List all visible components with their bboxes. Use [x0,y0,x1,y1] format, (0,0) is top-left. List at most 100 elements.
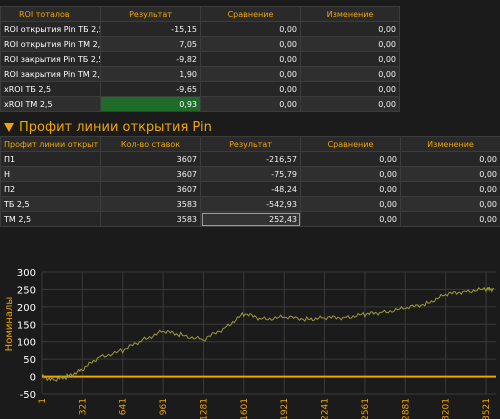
section-header[interactable]: Профит линии открытия Pin [4,119,212,135]
table-row[interactable]: Н 3607 -75,79 0,00 0,00 [0,166,500,182]
y-axis-ticks: -50 0 50 100 150 200 250 300 [17,268,36,401]
table-row[interactable]: ТМ 2,5 3583 252,43 0,00 0,00 [0,211,500,227]
collapse-triangle-icon[interactable] [4,122,14,132]
row-change: 0,00 [300,81,400,97]
row-result: 7,05 [100,36,201,52]
row-label: ROI открытия Pin ТБ 2,5 [0,21,101,37]
row-result-highlighted: 0,93 [100,96,201,112]
table-row[interactable]: П1 3607 -216,57 0,00 0,00 [0,151,500,167]
row-compare: 0,00 [300,196,401,212]
row-result-selected: 252,43 [200,211,301,227]
balance-line-chart: -50 0 50 100 150 200 250 300 1 321 641 961 1281 1601… [0,262,500,419]
row-compare: 0,00 [200,51,301,67]
profit-header-change[interactable]: Изменение [400,136,500,152]
y-axis-label: Номиналы [4,297,15,352]
row-result: -9,65 [100,81,201,97]
row-compare: 0,00 [300,211,401,227]
row-bets: 3607 [100,181,201,197]
x-tick-label: 1281 [199,398,209,419]
row-change: 0,00 [300,36,400,52]
row-label: П2 [0,181,101,197]
x-tick-label: 2881 [401,398,411,419]
table-row[interactable]: П2 3607 -48,24 0,00 0,00 [0,181,500,197]
row-change: 0,00 [300,96,400,112]
roi-header-result[interactable]: Результат [100,6,201,22]
row-label: ROI закрытия Pin ТМ 2,5 [0,66,101,82]
y-tick-label: 250 [17,285,36,296]
row-label: ROI закрытия Pin ТБ 2,5 [0,51,101,67]
table-row[interactable]: ROI закрытия Pin ТБ 2,5 -9,82 0,00 0,00 [0,51,400,67]
row-result: -9,82 [100,51,201,67]
row-bets: 3583 [100,196,201,212]
row-change: 0,00 [400,211,500,227]
x-tick-label: 641 [119,398,129,415]
row-label: Н [0,166,101,182]
series-line [41,286,495,382]
row-compare: 0,00 [300,151,401,167]
y-tick-label: 200 [17,303,36,314]
x-tick-label: 3521 [482,398,492,419]
table-row[interactable]: ROI закрытия Pin ТМ 2,5 1,90 0,00 0,00 [0,66,400,82]
roi-header-label[interactable]: ROI тоталов [0,6,101,22]
row-label: xROI ТМ 2,5 [0,96,101,112]
roi-table-header: ROI тоталов Результат Сравнение Изменени… [0,6,400,22]
table-row[interactable]: xROI ТМ 2,5 0,93 0,00 0,00 [0,96,400,112]
row-result: 1,90 [100,66,201,82]
row-compare: 0,00 [300,181,401,197]
row-result: -75,79 [200,166,301,182]
profit-header-compare[interactable]: Сравнение [300,136,401,152]
row-bets: 3607 [100,151,201,167]
profit-header-result[interactable]: Результат [200,136,301,152]
row-result: -15,15 [100,21,201,37]
chart-grid [41,271,496,395]
row-label: ТМ 2,5 [0,211,101,227]
x-tick-label: 1601 [240,398,250,419]
row-change: 0,00 [300,51,400,67]
x-tick-label: 3201 [442,398,452,419]
row-compare: 0,00 [200,36,301,52]
x-tick-label: 1 [38,398,48,404]
table-row[interactable]: ROI открытия Pin ТБ 2,5 -15,15 0,00 0,00 [0,21,400,37]
row-label: xROI ТБ 2,5 [0,81,101,97]
roi-totals-table: ROI тоталов Результат Сравнение Изменени… [0,6,400,112]
y-tick-label: -50 [20,390,36,401]
y-tick-label: 50 [23,355,36,366]
x-tick-label: 2241 [321,398,331,419]
profit-header-label[interactable]: Профит линии открыт [0,136,101,152]
row-result: -542,93 [200,196,301,212]
profit-header-bets[interactable]: Кол-во ставок [100,136,201,152]
y-tick-label: 300 [17,268,36,279]
x-tick-label: 321 [78,398,88,415]
table-row[interactable]: ТБ 2,5 3583 -542,93 0,00 0,00 [0,196,500,212]
x-tick-label: 961 [159,398,169,415]
row-change: 0,00 [400,181,500,197]
row-result: -216,57 [200,151,301,167]
table-row[interactable]: ROI открытия Pin ТМ 2,5 7,05 0,00 0,00 [0,36,400,52]
row-label: ТБ 2,5 [0,196,101,212]
row-compare: 0,00 [200,66,301,82]
x-tick-label: 2561 [361,398,371,419]
row-change: 0,00 [300,66,400,82]
row-compare: 0,00 [300,166,401,182]
profit-line-table: Профит линии открыт Кол-во ставок Резуль… [0,136,500,227]
row-compare: 0,00 [200,21,301,37]
row-result: -48,24 [200,181,301,197]
table-row[interactable]: xROI ТБ 2,5 -9,65 0,00 0,00 [0,81,400,97]
roi-header-change[interactable]: Изменение [300,6,400,22]
row-change: 0,00 [400,166,500,182]
row-compare: 0,00 [200,96,301,112]
roi-header-compare[interactable]: Сравнение [200,6,301,22]
profit-table-header: Профит линии открыт Кол-во ставок Резуль… [0,136,500,152]
chart-background [0,262,500,419]
row-change: 0,00 [300,21,400,37]
row-change: 0,00 [400,151,500,167]
x-axis-ticks: 1 321 641 961 1281 1601 1921 2241 2561 2881 3201 35… [38,398,492,419]
row-bets: 3583 [100,211,201,227]
y-tick-label: 0 [30,373,36,384]
y-tick-label: 150 [17,320,36,331]
section-title: Профит линии открытия Pin [19,119,212,135]
row-bets: 3607 [100,166,201,182]
row-compare: 0,00 [200,81,301,97]
x-tick-label: 1921 [280,398,290,419]
row-label: ROI открытия Pin ТМ 2,5 [0,36,101,52]
